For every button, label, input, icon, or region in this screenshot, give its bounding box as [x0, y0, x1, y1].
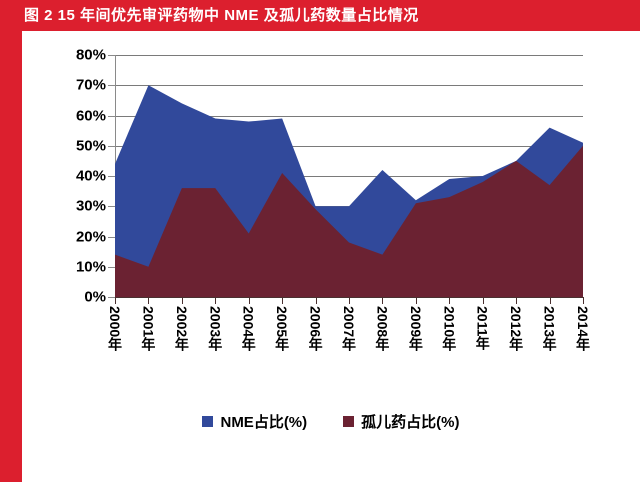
y-tick-label: 50% — [75, 137, 106, 155]
x-axis-line — [115, 297, 584, 298]
x-tick-label: 2005年 — [274, 306, 291, 352]
y-tick-label: 0% — [84, 288, 106, 306]
x-tick-mark — [148, 298, 150, 304]
legend-swatch-orphan-drug — [343, 415, 355, 427]
y-tick-label: 40% — [75, 167, 106, 185]
y-axis-labels: 80% 70% 60% 50% 40% 30% 20% 10% 0% — [22, 31, 106, 331]
x-tick-mark — [315, 298, 317, 304]
x-tick-mark — [549, 298, 551, 304]
x-tick-mark — [181, 298, 183, 304]
x-tick-label: 2010年 — [441, 306, 458, 352]
x-tick-label: 2009年 — [407, 306, 424, 352]
legend-label-orphan-drug: 孤儿药占比(%) — [361, 413, 460, 431]
x-tick-label: 2014年 — [575, 306, 591, 352]
x-tick-mark — [382, 298, 384, 304]
gridline — [115, 176, 583, 177]
y-tick-mark — [108, 206, 115, 208]
y-tick-mark — [108, 55, 115, 56]
gridline — [115, 85, 583, 87]
x-tick-mark — [415, 298, 417, 304]
x-tick-label: 2007年 — [341, 306, 357, 352]
x-tick-mark — [115, 298, 116, 304]
series-areas — [115, 85, 583, 297]
x-tick-label: 2002年 — [173, 306, 190, 352]
x-tick-mark — [282, 298, 284, 304]
y-tick-label: 80% — [75, 46, 106, 64]
chart-legend: NME占比(%) 孤儿药占比(%) — [22, 401, 640, 441]
header-band: 图 2 15 年间优先审评药物中 NME 及孤儿药数量占比情况 — [0, 0, 640, 31]
y-tick-mark — [108, 236, 115, 238]
y-tick-label: 70% — [75, 76, 106, 94]
y-tick-mark — [108, 176, 115, 177]
x-tick-mark — [349, 298, 350, 304]
y-tick-label: 10% — [75, 258, 106, 276]
legend-item-orphan-drug: 孤儿药占比(%) — [343, 411, 460, 432]
y-tick-mark — [108, 115, 115, 117]
x-tick-mark — [583, 298, 584, 304]
gridline — [115, 145, 583, 147]
legend-swatch-nme — [202, 415, 214, 427]
y-tick-label: 30% — [75, 197, 106, 215]
x-tick-mark — [482, 298, 484, 304]
x-tick-label: 2013年 — [541, 306, 558, 352]
x-tick-mark — [215, 298, 217, 304]
chart-plot-wrapper: 80% 70% 60% 50% 40% 30% 20% 10% 0% 2000年 2001年 200… — [22, 31, 640, 401]
y-tick-label: 60% — [75, 107, 106, 124]
left-red-stripe — [0, 0, 22, 482]
x-tick-label: 2003年 — [207, 306, 224, 352]
x-tick-label: 2008年 — [374, 306, 391, 352]
y-tick-label: 20% — [75, 228, 106, 245]
legend-label-nme: NME占比(%) — [220, 413, 308, 431]
page-title: 图 2 15 年间优先审评药物中 NME 及孤儿药数量占比情况 — [24, 7, 419, 24]
x-tick-mark — [449, 298, 451, 304]
x-tick-mark — [516, 298, 518, 304]
x-tick-mark — [248, 298, 250, 304]
x-tick-label: 2004年 — [240, 306, 257, 352]
x-tick-label: 2012年 — [508, 306, 525, 352]
y-tick-mark — [108, 145, 115, 147]
legend-item-nme: NME占比(%) — [202, 411, 307, 432]
gridline — [115, 55, 583, 56]
x-tick-label: 2006年 — [307, 306, 324, 352]
area-series-orphan-drug — [115, 145, 583, 297]
x-tick-label: 2001年 — [140, 306, 157, 352]
x-tick-label: 2011年 — [474, 306, 491, 351]
y-tick-mark — [108, 266, 115, 268]
y-tick-mark — [108, 297, 115, 298]
y-tick-mark — [108, 85, 115, 87]
gridline — [115, 115, 583, 117]
x-tick-label: 2000年 — [107, 306, 123, 352]
chart-card: 80% 70% 60% 50% 40% 30% 20% 10% 0% 2000年 2001年 200… — [22, 31, 640, 482]
